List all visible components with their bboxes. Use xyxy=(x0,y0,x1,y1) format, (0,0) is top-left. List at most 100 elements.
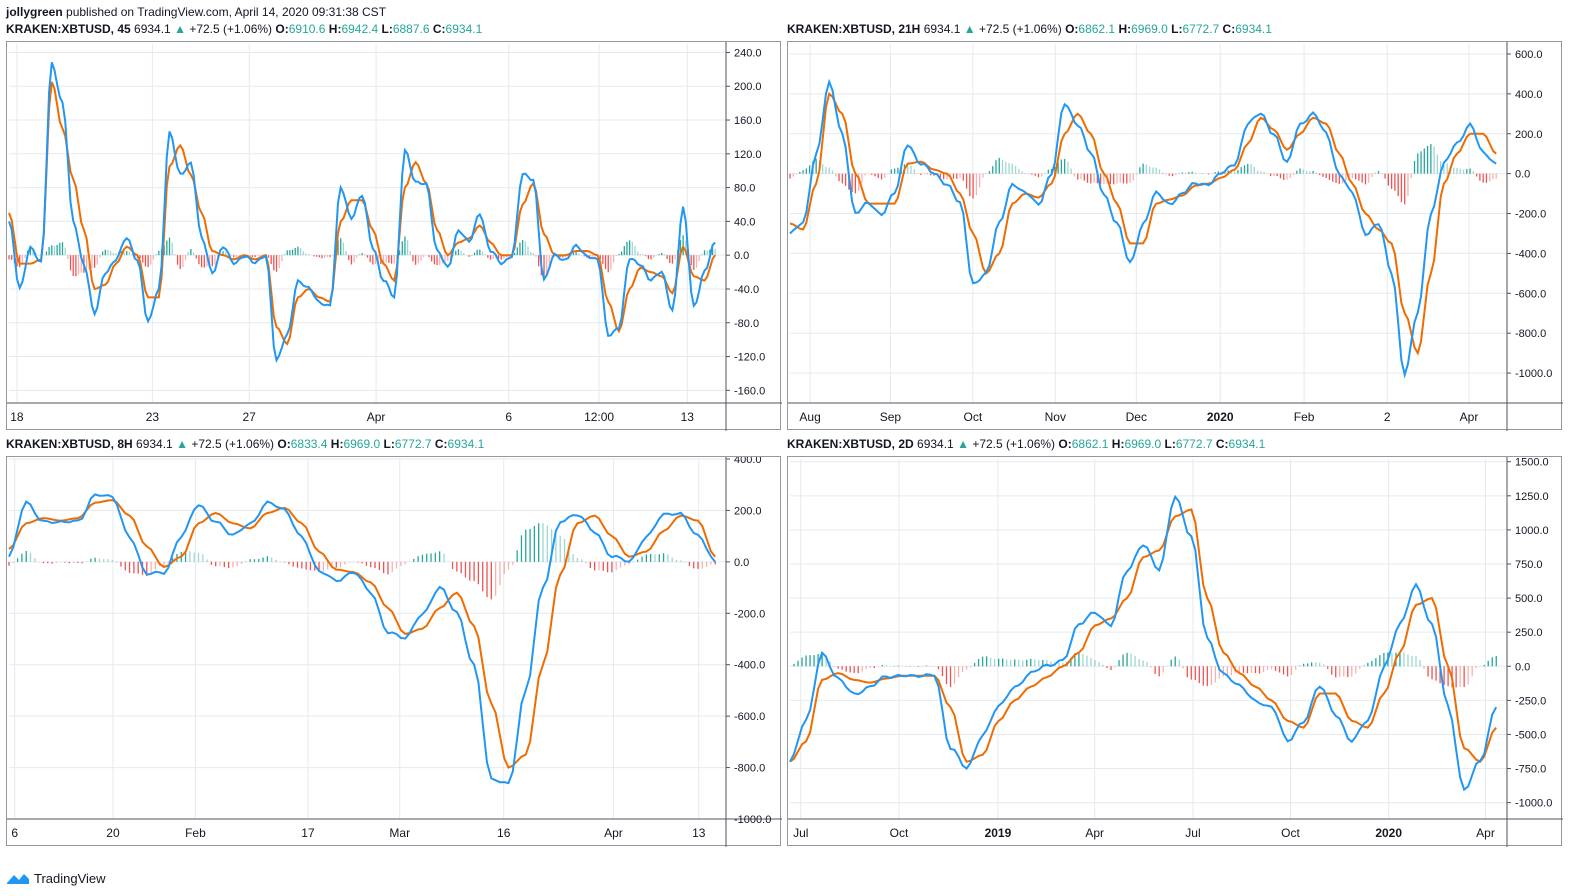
close-value: 6934.1 xyxy=(445,22,483,36)
price-change: +72.5 (+1.06%) xyxy=(191,437,275,451)
close-value: 6934.1 xyxy=(447,437,485,451)
grid xyxy=(9,458,726,820)
price-change: +72.5 (+1.06%) xyxy=(972,437,1056,451)
x-tick-label: Oct xyxy=(890,826,909,840)
change-up-icon: ▲ xyxy=(176,437,188,451)
x-tick-label: 27 xyxy=(243,410,257,424)
y-tick-label: 160.0 xyxy=(734,115,762,127)
x-tick-label: 18 xyxy=(10,410,24,424)
x-tick-label: 2020 xyxy=(1375,826,1402,840)
y-tick-label: 0.0 xyxy=(1515,169,1530,181)
y-tick-label: 600.0 xyxy=(1515,49,1543,61)
symbol-label: KRAKEN:XBTUSD, 45 xyxy=(6,22,131,36)
macd-line xyxy=(8,61,716,364)
y-tick-label: 500.0 xyxy=(1515,593,1543,605)
x-tick-label: Feb xyxy=(185,826,206,840)
symbol-label: KRAKEN:XBTUSD, 8H xyxy=(6,437,133,451)
x-tick-label: Apr xyxy=(1460,410,1479,424)
x-tick-label: Nov xyxy=(1045,410,1066,424)
macd-chart[interactable]: 240.0 200.0 160.0 120.0 80.0 40.0 0.0 -40.0 -80.… xyxy=(7,42,782,431)
close-value: 6934.1 xyxy=(1235,22,1272,36)
histogram xyxy=(789,144,1497,205)
y-tick-label: -120.0 xyxy=(734,352,765,364)
grid xyxy=(790,459,1507,819)
y-tick-label: -400.0 xyxy=(734,660,765,672)
author-name[interactable]: jollygreen xyxy=(6,5,63,19)
low-value: 6772.7 xyxy=(1182,22,1220,36)
y-tick-label: -160.0 xyxy=(734,385,765,397)
panel-title-45: KRAKEN:XBTUSD, 45 6934.1 ▲ +72.5 (+1.06%… xyxy=(6,22,483,36)
y-tick-label: -80.0 xyxy=(734,318,759,330)
last-price: 6934.1 xyxy=(136,437,173,451)
y-tick-label: 0.0 xyxy=(734,250,749,262)
x-tick-label: Sep xyxy=(880,410,902,424)
x-tick-label: 13 xyxy=(681,410,695,424)
open-value: 6833.4 xyxy=(290,437,328,451)
y-tick-label: -40.0 xyxy=(734,284,759,296)
high-value: 6942.4 xyxy=(341,22,379,36)
y-tick-label: -1000.0 xyxy=(1515,798,1552,810)
x-tick-label: Dec xyxy=(1126,410,1147,424)
publish-info: jollygreen published on TradingView.com,… xyxy=(6,5,386,19)
y-tick-label: 200.0 xyxy=(734,505,762,517)
y-tick-label: -600.0 xyxy=(734,711,765,723)
y-tick-label: 1500.0 xyxy=(1515,457,1549,469)
grid xyxy=(790,44,1507,403)
change-up-icon: ▲ xyxy=(174,22,186,36)
macd-chart[interactable]: 1500.0 1250.0 1000.0 750.0 500.0 250.0 0.0 -250… xyxy=(788,457,1563,847)
low-value: 6772.7 xyxy=(394,437,432,451)
y-tick-label: 240.0 xyxy=(734,47,762,59)
y-tick-label: 40.0 xyxy=(734,216,755,228)
symbol-label: KRAKEN:XBTUSD, 21H xyxy=(787,22,921,36)
low-value: 6772.7 xyxy=(1175,437,1213,451)
last-price: 6934.1 xyxy=(134,22,171,36)
y-tick-label: 80.0 xyxy=(734,183,755,195)
y-tick-label: -200.0 xyxy=(1515,209,1546,221)
high-value: 6969.0 xyxy=(1124,437,1162,451)
x-tick-label: 12:00 xyxy=(584,410,614,424)
y-tick-label: 0.0 xyxy=(1515,661,1530,673)
macd-line xyxy=(8,493,716,785)
x-tick-label: 2020 xyxy=(1207,410,1234,424)
high-value: 6969.0 xyxy=(1131,22,1168,36)
y-tick-label: -500.0 xyxy=(1515,729,1546,741)
y-tick-label: 250.0 xyxy=(1515,627,1543,639)
x-tick-label: Apr xyxy=(1476,826,1495,840)
footer-brand[interactable]: TradingView xyxy=(6,868,106,888)
y-tick-label: -750.0 xyxy=(1515,764,1546,776)
symbol-label: KRAKEN:XBTUSD, 2D xyxy=(787,437,914,451)
y-tick-label: -1000.0 xyxy=(734,814,771,826)
change-up-icon: ▲ xyxy=(957,437,969,451)
macd-chart[interactable]: 400.0 200.0 0.0 -200.0 -400.0 -600.0 -800.0 -10… xyxy=(7,457,782,847)
price-change: +72.5 (+1.06%) xyxy=(978,22,1062,36)
low-value: 6887.6 xyxy=(392,22,430,36)
panel-title-21h: KRAKEN:XBTUSD, 21H 6934.1 ▲ +72.5 (+1.06… xyxy=(787,22,1272,36)
chart-panel-2d[interactable]: 1500.0 1250.0 1000.0 750.0 500.0 250.0 0.0 -250… xyxy=(787,456,1563,847)
y-tick-label: 0.0 xyxy=(734,557,749,569)
x-tick-label: Mar xyxy=(389,826,410,840)
y-tick-label: -800.0 xyxy=(1515,328,1546,340)
y-tick-label: -400.0 xyxy=(1515,248,1546,260)
close-value: 6934.1 xyxy=(1228,437,1266,451)
chart-panel-21h[interactable]: 600.0 400.0 200.0 0.0 -200.0 -400.0 -600.0 -800… xyxy=(787,41,1563,431)
change-up-icon: ▲ xyxy=(963,22,976,36)
tradingview-logo-icon xyxy=(7,874,29,884)
x-tick-label: Feb xyxy=(1294,410,1315,424)
panel-title-8h: KRAKEN:XBTUSD, 8H 6934.1 ▲ +72.5 (+1.06%… xyxy=(6,437,485,451)
last-price: 6934.1 xyxy=(923,22,961,36)
y-tick-label: -600.0 xyxy=(1515,288,1546,300)
x-tick-label: Jul xyxy=(1185,826,1200,840)
y-tick-label: 120.0 xyxy=(734,149,762,161)
histogram xyxy=(8,523,716,600)
chart-panel-8h[interactable]: 400.0 200.0 0.0 -200.0 -400.0 -600.0 -800.0 -10… xyxy=(6,456,782,847)
macd-chart[interactable]: 600.0 400.0 200.0 0.0 -200.0 -400.0 -600.0 -800… xyxy=(788,42,1563,431)
x-tick-label: 20 xyxy=(106,826,120,840)
x-tick-label: 16 xyxy=(497,826,511,840)
x-tick-label: 2 xyxy=(1384,410,1391,424)
y-tick-label: -1000.0 xyxy=(1515,368,1552,380)
y-tick-label: 200.0 xyxy=(734,81,762,93)
chart-panel-45[interactable]: 240.0 200.0 160.0 120.0 80.0 40.0 0.0 -40.0 -80.… xyxy=(6,41,782,431)
high-value: 6969.0 xyxy=(343,437,381,451)
x-tick-label: 2019 xyxy=(985,826,1012,840)
open-value: 6910.6 xyxy=(288,22,326,36)
